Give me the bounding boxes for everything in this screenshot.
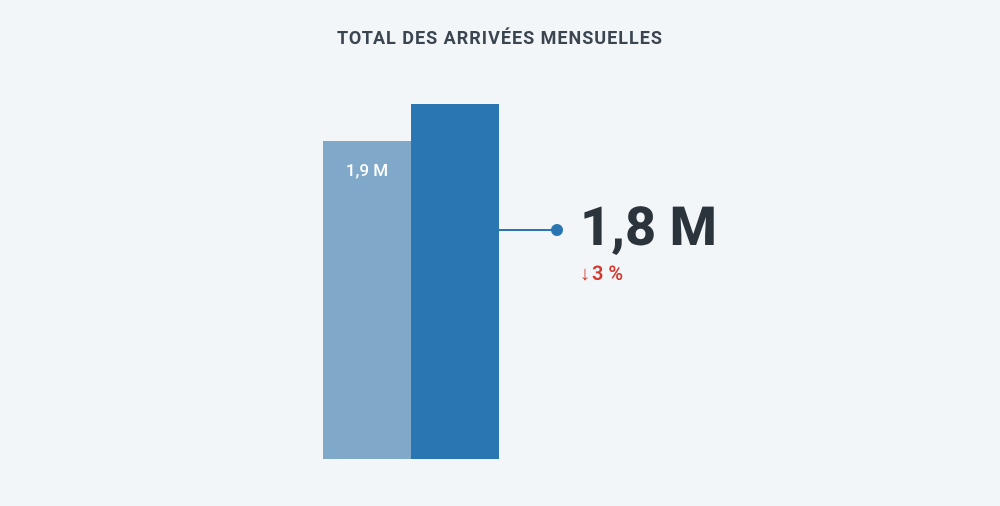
callout-connector-line xyxy=(499,229,557,231)
callout-text: 1,8 M ↓ 3 % xyxy=(580,201,717,285)
callout-delta: ↓ 3 % xyxy=(580,261,717,285)
callout-value: 1,8 M xyxy=(580,201,717,255)
bar-previous-label: 1,9 M xyxy=(323,161,411,181)
arrow-down-icon: ↓ xyxy=(580,263,590,283)
bar-previous: 1,9 M xyxy=(323,141,411,459)
callout-connector-dot xyxy=(551,224,563,236)
bar-group: 1,9 M xyxy=(323,104,499,459)
chart-title: TOTAL DES ARRIVÉES MENSUELLES xyxy=(40,28,960,49)
chart-area: 1,9 M 1,8 M ↓ 3 % xyxy=(40,79,960,459)
bar-current xyxy=(411,104,499,459)
callout-delta-text: 3 % xyxy=(592,261,623,285)
chart-card: TOTAL DES ARRIVÉES MENSUELLES 1,9 M 1,8 … xyxy=(0,0,1000,506)
